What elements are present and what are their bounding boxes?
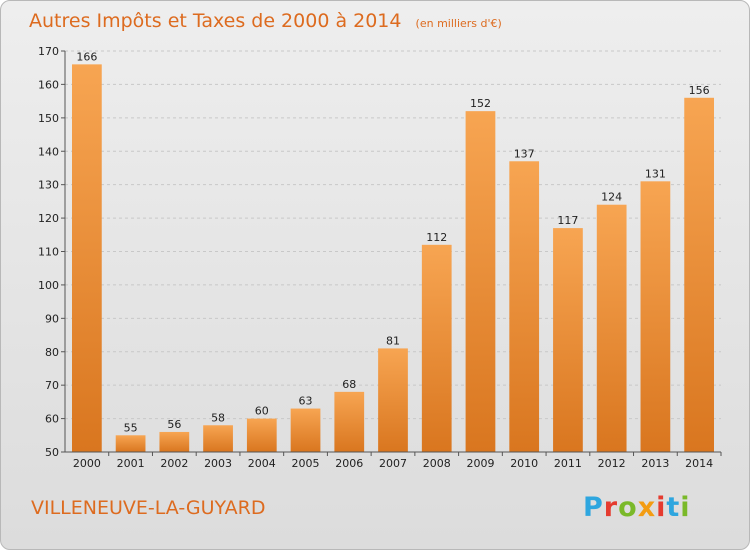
- logo-letter: P: [583, 492, 604, 523]
- logo-letter: i: [656, 492, 666, 523]
- y-tick-label: 90: [45, 312, 59, 325]
- data-label-2006: 68: [342, 378, 356, 391]
- y-tick-label: 110: [38, 246, 59, 259]
- bar-2006: [334, 391, 365, 452]
- bar-2003: [203, 425, 233, 452]
- x-tick-label: 2007: [379, 457, 407, 470]
- y-tick-label: 170: [38, 45, 59, 58]
- y-tick-label: 100: [38, 279, 59, 292]
- data-label-2000: 166: [76, 50, 97, 63]
- data-label-2004: 60: [255, 405, 269, 418]
- chart-title: Autres Impôts et Taxes de 2000 à 2014 (e…: [29, 10, 502, 32]
- x-tick-label: 2000: [73, 457, 101, 470]
- proxiti-logo: Proxiti: [583, 492, 691, 523]
- bar-2007: [378, 348, 408, 452]
- x-tick-label: 2003: [204, 457, 232, 470]
- bars: [71, 64, 715, 453]
- logo-letter: i: [680, 492, 690, 523]
- data-label-2011: 117: [557, 214, 578, 227]
- bar-2011: [553, 228, 583, 452]
- x-tick-label: 2010: [510, 457, 538, 470]
- bar-2014: [684, 97, 715, 453]
- chart-subtitle: (en milliers d'€): [416, 17, 502, 30]
- y-tick-label: 130: [38, 179, 59, 192]
- y-tick-label: 160: [38, 78, 59, 91]
- x-tick-label: 2012: [598, 457, 626, 470]
- x-tick-label: 2004: [248, 457, 276, 470]
- chart-title-main: Autres Impôts et Taxes de 2000 à 2014: [29, 10, 402, 32]
- data-label-2003: 58: [211, 411, 225, 424]
- y-tick-label: 60: [45, 413, 59, 426]
- data-label-2014: 156: [689, 84, 710, 97]
- logo-letter: x: [638, 492, 656, 523]
- x-tick-label: 2006: [335, 457, 363, 470]
- data-label-2001: 55: [124, 421, 138, 434]
- y-tick-label: 50: [45, 446, 59, 459]
- y-tick-label: 80: [45, 346, 59, 359]
- x-tick-label: 2014: [685, 457, 713, 470]
- data-labels: 166 55 56 58 60 63 68 81 112 152 137 117 124 131 156: [76, 50, 709, 434]
- y-tick-label: 140: [38, 145, 59, 158]
- y-axis: 50 60 70 80 90 100 110 120 130 140 150 160 170: [38, 45, 66, 459]
- x-tick-label: 2008: [423, 457, 451, 470]
- logo-letter: r: [604, 492, 618, 523]
- bar-2000: [71, 64, 102, 452]
- data-label-2005: 63: [299, 395, 313, 408]
- data-label-2002: 56: [167, 418, 181, 431]
- bar-2013: [640, 181, 671, 452]
- bar-2012: [596, 204, 627, 452]
- data-label-2009: 152: [470, 97, 491, 110]
- y-tick-label: 70: [45, 379, 59, 392]
- x-tick-label: 2013: [641, 457, 669, 470]
- logo-letter: o: [618, 492, 638, 523]
- data-label-2007: 81: [386, 334, 400, 347]
- logo-letter: t: [666, 492, 680, 523]
- data-label-2012: 124: [601, 191, 622, 204]
- bar-2001: [115, 435, 146, 452]
- x-tick-label: 2009: [466, 457, 494, 470]
- bar-2009: [465, 111, 496, 453]
- bar-2010: [509, 161, 540, 452]
- x-tick-label: 2011: [554, 457, 582, 470]
- commune-name: VILLENEUVE-LA-GUYARD: [31, 497, 266, 519]
- data-label-2013: 131: [645, 167, 666, 180]
- bar-2004: [246, 418, 277, 452]
- bar-2002: [159, 431, 190, 452]
- bar-2005: [290, 408, 321, 452]
- y-tick-label: 150: [38, 112, 59, 125]
- y-tick-label: 120: [38, 212, 59, 225]
- x-tick-label: 2001: [117, 457, 145, 470]
- data-label-2010: 137: [514, 147, 535, 160]
- bar-2008: [421, 244, 452, 452]
- x-axis: 2000 2001 2002 2003 2004 2005 2006 2007 2008 2009…: [65, 451, 722, 470]
- x-tick-label: 2002: [160, 457, 188, 470]
- x-tick-label: 2005: [292, 457, 320, 470]
- data-label-2008: 112: [426, 231, 447, 244]
